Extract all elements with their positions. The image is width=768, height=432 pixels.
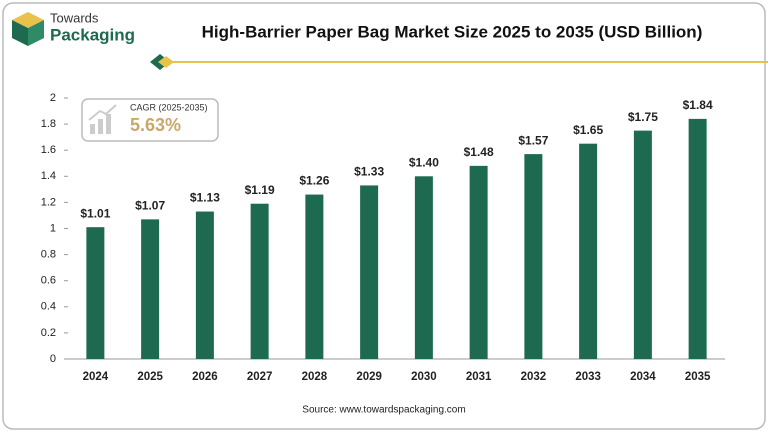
brand-bottom: Packaging: [50, 25, 135, 44]
bar: [250, 203, 269, 359]
bar: [579, 143, 598, 359]
x-tick-label: 2024: [83, 371, 109, 383]
y-tick-label: 1.4: [41, 170, 56, 182]
x-tick-label: 2032: [521, 371, 547, 383]
divider: [150, 54, 768, 70]
logo: Towards Packaging: [12, 10, 135, 46]
y-tick-label: 1.2: [41, 196, 56, 208]
bar: [360, 185, 379, 359]
cagr-label: CAGR (2025-2035): [130, 102, 208, 112]
bar: [469, 165, 488, 359]
bar: [86, 227, 105, 359]
chart-title: High-Barrier Paper Bag Market Size 2025 …: [202, 22, 703, 41]
value-label: $1.75: [628, 110, 658, 124]
x-tick-label: 2030: [411, 371, 437, 383]
value-label: $1.19: [245, 183, 275, 197]
bar: [195, 211, 214, 359]
y-tick-label: 2: [50, 92, 56, 104]
y-tick-label: 0.2: [41, 327, 56, 339]
y-tick-label: 1.6: [41, 144, 56, 156]
y-tick-label: 0.8: [41, 249, 56, 261]
value-label: $1.01: [80, 206, 110, 220]
y-tick-label: 0.6: [41, 275, 56, 287]
brand-top: Towards: [50, 10, 99, 25]
value-label: $1.33: [354, 165, 384, 179]
x-tick-label: 2027: [247, 371, 273, 383]
x-tick-label: 2026: [192, 371, 218, 383]
value-label: $1.26: [299, 174, 329, 188]
y-tick-label: 1.8: [41, 118, 56, 130]
x-tick-label: 2034: [630, 371, 656, 383]
value-label: $1.65: [573, 123, 603, 137]
value-label: $1.13: [190, 191, 220, 205]
y-tick-label: 0: [50, 353, 56, 365]
x-tick-label: 2025: [137, 371, 163, 383]
value-label: $1.40: [409, 155, 439, 169]
x-tick-label: 2028: [302, 371, 328, 383]
bar: [305, 194, 324, 359]
bar: [141, 219, 160, 359]
source: Source: www.towardspackaging.com: [302, 405, 465, 416]
x-tick-label: 2035: [685, 371, 711, 383]
bar: [633, 130, 652, 359]
value-label: $1.48: [464, 145, 494, 159]
x-tick-label: 2029: [356, 371, 382, 383]
bar: [414, 176, 433, 359]
y-tick-label: 1: [50, 222, 56, 234]
x-tick-label: 2033: [575, 371, 601, 383]
bar: [688, 118, 707, 359]
value-label: $1.07: [135, 199, 165, 213]
bar: [524, 154, 543, 359]
x-tick-label: 2031: [466, 371, 492, 383]
cagr-value: 5.63%: [130, 115, 181, 135]
cagr-box: CAGR (2025-2035) 5.63%: [81, 98, 219, 142]
y-tick-label: 0.4: [41, 301, 56, 313]
value-label: $1.84: [683, 98, 713, 112]
value-label: $1.57: [518, 133, 548, 147]
